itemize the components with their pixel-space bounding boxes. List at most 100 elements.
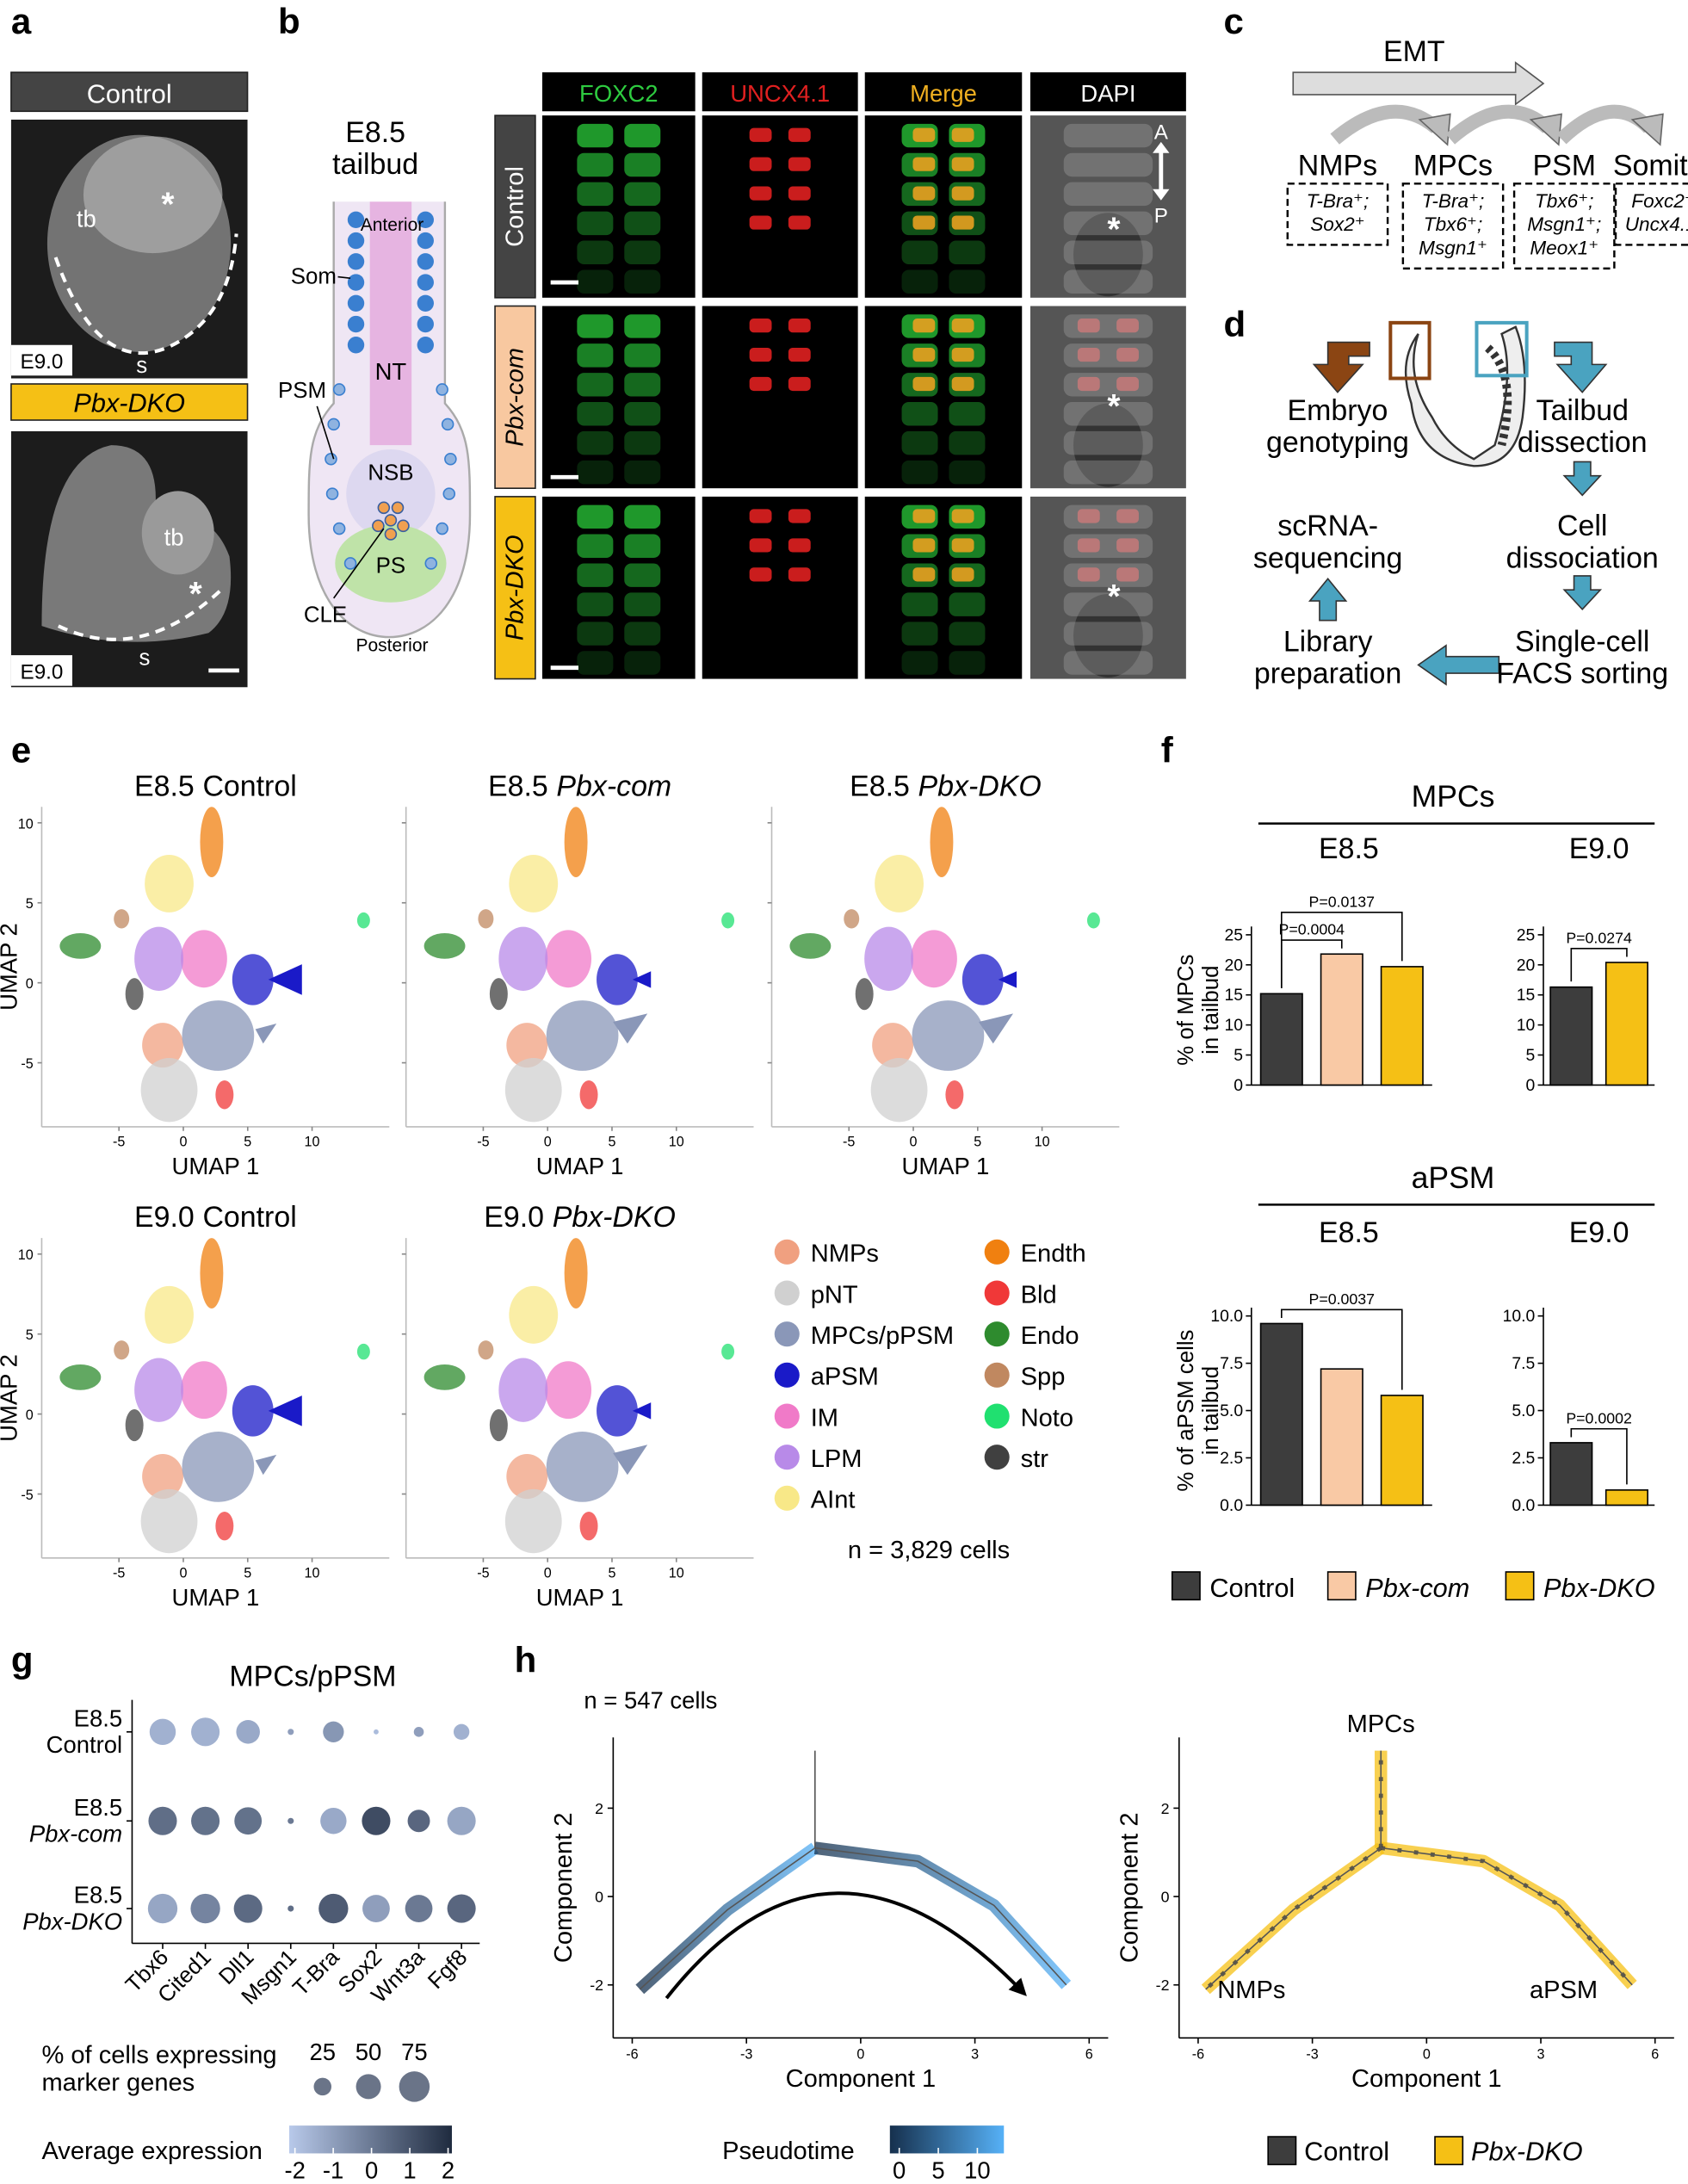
transition-arrow [1445,104,1553,145]
group-title: aPSM [1412,1160,1495,1195]
label: A [1154,121,1169,145]
legend-dot [984,1403,1010,1429]
plot-title: E9.0 Control [134,1201,297,1234]
cluster [424,1364,466,1390]
segment [901,592,938,616]
dot [147,1893,178,1924]
label: T-Bra⁺; [1422,190,1485,212]
stripe [951,538,974,553]
legend-label: NMPs [811,1240,879,1268]
legend-swatch [1326,1571,1357,1601]
cluster [504,1057,562,1123]
dapi-seg [1063,211,1153,236]
plot-title: E9.0 Pbx-DKO [484,1201,676,1234]
label: % of cells expressing [41,2041,276,2069]
y-tick-label: -2 [1156,1977,1170,1994]
gene-label: Fgf8 [424,1946,472,1994]
label: FOXC2 [579,80,659,107]
segment [624,430,661,455]
bar [1549,1442,1593,1507]
dapi-seg [1063,182,1153,207]
legend-dot [774,1239,800,1265]
segment [577,211,614,236]
stripe [749,538,772,553]
y-tick-label: 2.5 [1220,1449,1243,1468]
segment [577,240,614,265]
stripe [951,509,974,523]
emt-arrow [1292,61,1545,106]
bar [1320,1368,1363,1507]
segment [949,622,986,646]
segment [577,343,614,368]
arrow-head [1630,113,1664,146]
legend-label: pNT [811,1281,858,1309]
plot-title: E8.5 Pbx-com [488,770,671,802]
segment [624,460,661,485]
size-tick-label: 25 [309,2039,336,2065]
legend-label: Control [1209,1573,1295,1603]
colorbar [288,2125,452,2154]
segment [577,182,614,207]
cluster [232,954,274,1005]
y-tick-label: 25 [1517,925,1536,944]
label: PSM [1533,150,1596,183]
x-axis-label: Component 1 [1351,2065,1502,2093]
trajectory [639,1847,816,1990]
arrowhead-mpc [255,1023,277,1044]
image-bg [702,115,858,298]
legend-swatch [1171,1571,1201,1601]
legend-dot [774,1403,800,1429]
y-tick-label: 5 [1234,1046,1243,1065]
arrowhead-apsm [632,971,652,988]
dapi-seg [1063,269,1153,294]
legend-dot [774,1445,800,1470]
panel-label: g [11,1639,34,1680]
cluster [579,1080,598,1110]
segment [577,430,614,455]
stripe [788,157,811,171]
genotyping-box [1388,320,1431,380]
y-tick-label: 0 [26,976,34,992]
x-axis-label: UMAP 1 [172,1584,260,1611]
cluster [125,1409,144,1442]
bar [1605,1489,1648,1507]
label: E9.0 [21,350,64,374]
legend-swatch [1505,1571,1535,1601]
y-tick-label: 5 [26,896,34,912]
dot [148,1806,177,1835]
stripe [912,376,936,392]
segment [577,402,614,426]
stripe [749,319,772,333]
x-tick-label: -6 [1192,2047,1204,2063]
pointer [333,528,385,599]
stripe [951,376,974,392]
arrowhead-mpc [613,1013,648,1044]
row-label: E8.5 [74,1705,122,1731]
dot [149,1718,176,1746]
label: * [1107,388,1121,425]
bar [1380,1395,1424,1507]
dapi-seg [1063,651,1153,675]
legend-dot [774,1321,800,1347]
segment [577,592,614,616]
x-tick-label: 5 [974,1135,981,1150]
label: NMPs [1298,150,1377,183]
cluster [1086,912,1100,929]
cluster [114,1340,130,1360]
cluster [545,1361,592,1420]
stripe [1116,376,1139,392]
label-box [10,71,249,113]
image-bg [541,496,696,679]
y-tick-label: 0.0 [1512,1496,1535,1515]
y-tick-label: 0 [26,1408,34,1423]
segment [624,343,661,368]
label: s [136,354,147,378]
segment [901,430,938,455]
segment [949,460,986,485]
legend-label: AInt [811,1487,856,1514]
primitive-streak [335,524,447,603]
somite [347,211,365,229]
somite [417,253,434,270]
x-tick-label: 10 [669,1135,684,1150]
colorbar-tick-label: -1 [323,2157,343,2184]
